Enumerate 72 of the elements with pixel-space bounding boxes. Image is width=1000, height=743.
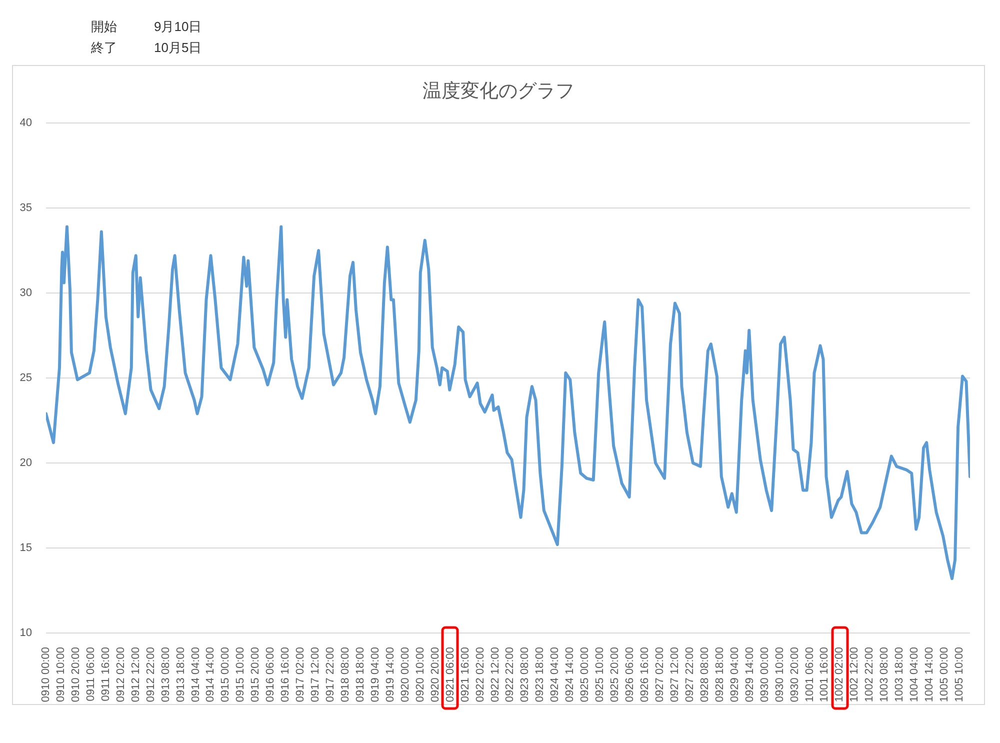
x-tick-label: 0911 16:00 xyxy=(100,647,112,702)
x-tick-label: 0923 08:00 xyxy=(519,647,532,702)
x-tick-label: 0922 02:00 xyxy=(474,647,486,702)
x-tick-label: 0921 06:00 xyxy=(444,647,456,702)
x-tick-label: 1003 08:00 xyxy=(878,647,891,702)
x-tick-label: 1004 04:00 xyxy=(908,647,921,702)
x-tick-label: 0920 10:00 xyxy=(414,647,426,702)
x-tick-label: 1002 22:00 xyxy=(864,647,876,702)
x-tick-label: 0926 16:00 xyxy=(639,647,652,702)
y-tick-label: 15 xyxy=(20,542,32,554)
x-tick-label: 0928 08:00 xyxy=(698,647,711,702)
x-tick-label: 0920 00:00 xyxy=(399,647,412,702)
x-tick-label: 0925 00:00 xyxy=(579,647,592,702)
x-tick-label: 0912 02:00 xyxy=(114,647,127,702)
x-tick-label: 0917 22:00 xyxy=(324,647,337,702)
chart-title: 温度変化のグラフ xyxy=(422,80,576,104)
x-tick-label: 0910 20:00 xyxy=(70,647,82,702)
x-tick-label: 1002 02:00 xyxy=(834,647,846,702)
x-tick-label: 1003 18:00 xyxy=(894,647,906,702)
x-tick-label: 0927 22:00 xyxy=(684,647,696,702)
x-tick-label: 0930 20:00 xyxy=(788,647,801,702)
x-tick-label: 0914 04:00 xyxy=(190,647,202,702)
x-tick-label: 0924 04:00 xyxy=(549,647,562,702)
text: 開始 9月10日 xyxy=(91,19,202,34)
x-tick-label: 0927 02:00 xyxy=(654,647,666,702)
y-tick-label: 30 xyxy=(20,287,32,299)
x-tick-label: 0915 20:00 xyxy=(250,647,262,702)
x-tick-label: 0911 06:00 xyxy=(84,647,97,702)
y-tick-label: 20 xyxy=(20,457,32,469)
x-tick-label: 0929 14:00 xyxy=(744,647,756,702)
x-tick-label: 0915 00:00 xyxy=(220,647,232,702)
x-tick-label: 0912 22:00 xyxy=(144,647,157,702)
x-tick-label: 0918 08:00 xyxy=(340,647,352,702)
x-tick-label: 0926 06:00 xyxy=(624,647,636,702)
x-tick-label: 0917 12:00 xyxy=(310,647,322,702)
x-tick-label: 0914 14:00 xyxy=(204,647,217,702)
x-tick-label: 0922 12:00 xyxy=(489,647,502,702)
x-tick-label: 1005 10:00 xyxy=(954,647,966,702)
x-tick-label: 0915 10:00 xyxy=(234,647,247,702)
x-tick-label: 0930 00:00 xyxy=(758,647,771,702)
x-tick-label: 0916 06:00 xyxy=(264,647,277,702)
x-tick-label: 0913 08:00 xyxy=(160,647,172,702)
x-tick-label: 0910 00:00 xyxy=(40,647,52,702)
y-tick-label: 35 xyxy=(20,202,32,214)
x-tick-label: 0925 20:00 xyxy=(609,647,622,702)
x-tick-label: 0919 14:00 xyxy=(384,647,396,702)
x-tick-label: 0912 12:00 xyxy=(130,647,142,702)
x-tick-label: 1001 16:00 xyxy=(818,647,831,702)
x-tick-label: 0921 16:00 xyxy=(459,647,472,702)
x-tick-label: 0925 10:00 xyxy=(594,647,606,702)
y-tick-label: 40 xyxy=(20,117,32,129)
x-tick-label: 1005 00:00 xyxy=(938,647,951,702)
x-tick-label: 0918 18:00 xyxy=(354,647,366,702)
x-tick-label: 0917 02:00 xyxy=(294,647,307,702)
x-tick-label: 0919 04:00 xyxy=(369,647,382,702)
x-tick-label: 0916 16:00 xyxy=(280,647,292,702)
x-tick-label: 0927 12:00 xyxy=(668,647,681,702)
y-tick-label: 10 xyxy=(20,627,32,639)
x-tick-label: 1004 14:00 xyxy=(924,647,936,702)
x-tick-label: 0920 20:00 xyxy=(429,647,442,702)
x-tick-label: 1001 06:00 xyxy=(804,647,816,702)
x-tick-label: 0913 18:00 xyxy=(174,647,187,702)
text: 終了 10月5日 xyxy=(91,40,202,55)
x-tick-label: 0930 10:00 xyxy=(774,647,786,702)
x-tick-label: 0929 04:00 xyxy=(728,647,741,702)
x-tick-label: 0924 14:00 xyxy=(564,647,576,702)
x-tick-label: 0910 10:00 xyxy=(54,647,67,702)
x-tick-label: 0922 22:00 xyxy=(504,647,516,702)
x-tick-label: 1002 12:00 xyxy=(848,647,861,702)
x-tick-label: 0923 18:00 xyxy=(534,647,546,702)
y-tick-label: 25 xyxy=(20,372,32,384)
x-tick-label: 0928 18:00 xyxy=(714,647,726,702)
